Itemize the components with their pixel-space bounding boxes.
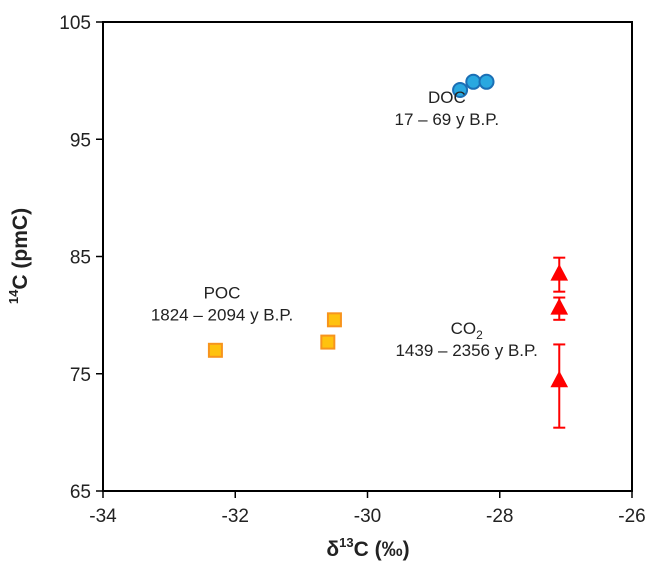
annotations: DOC 17 – 69 y B.P. POC 1824 – 2094 y B.P… xyxy=(151,88,538,360)
annotation-co2-subscript: 2 xyxy=(476,328,483,342)
co2-point xyxy=(550,298,569,315)
poc-point xyxy=(326,312,342,328)
doc-point xyxy=(465,73,482,90)
y-axis-title-superscript: 14 xyxy=(6,289,21,304)
y-tick-label: 95 xyxy=(70,130,91,151)
plot-area xyxy=(102,21,633,492)
x-axis-ticks: -34 -32 -30 -28 -26 xyxy=(89,491,646,527)
annotation-co2-age: 1439 – 2356 y B.P. xyxy=(395,341,537,360)
x-axis-title-prefix: δ xyxy=(326,538,339,561)
annotation-co2-label: CO2 xyxy=(451,319,484,342)
annotation-co2-main: CO xyxy=(451,319,477,338)
annotation-poc-age: 1824 – 2094 y B.P. xyxy=(151,306,293,325)
poc-point xyxy=(207,342,223,358)
y-tick-label: 75 xyxy=(70,365,91,386)
y-axis-title-main: C (pmC) xyxy=(9,208,32,290)
y-tick-label: 65 xyxy=(70,482,91,503)
data-points xyxy=(207,73,569,388)
y-tick-label: 85 xyxy=(70,248,91,269)
x-tick-label: -32 xyxy=(222,506,249,527)
doc-point xyxy=(452,82,469,99)
y-axis-title: 14C (pmC) xyxy=(6,208,32,304)
x-axis-title-superscript: 13 xyxy=(339,535,353,550)
annotation-doc-label: DOC xyxy=(428,88,466,107)
x-axis-title-main: C (‰) xyxy=(354,538,410,561)
annotation-poc-label: POC xyxy=(204,284,241,303)
annotation-doc-age: 17 – 69 y B.P. xyxy=(395,110,500,129)
doc-point xyxy=(478,73,495,90)
x-tick-label: -26 xyxy=(618,506,645,527)
poc-point xyxy=(320,334,336,350)
x-tick-label: -28 xyxy=(486,506,513,527)
co2-point xyxy=(550,370,569,388)
co2-point xyxy=(550,264,569,281)
x-axis-title: δ13C (‰) xyxy=(326,535,409,561)
y-axis-ticks: 65 75 85 95 105 xyxy=(59,13,103,503)
x-tick-label: -34 xyxy=(89,506,117,527)
y-tick-label: 105 xyxy=(59,13,91,34)
x-tick-label: -30 xyxy=(354,506,381,527)
